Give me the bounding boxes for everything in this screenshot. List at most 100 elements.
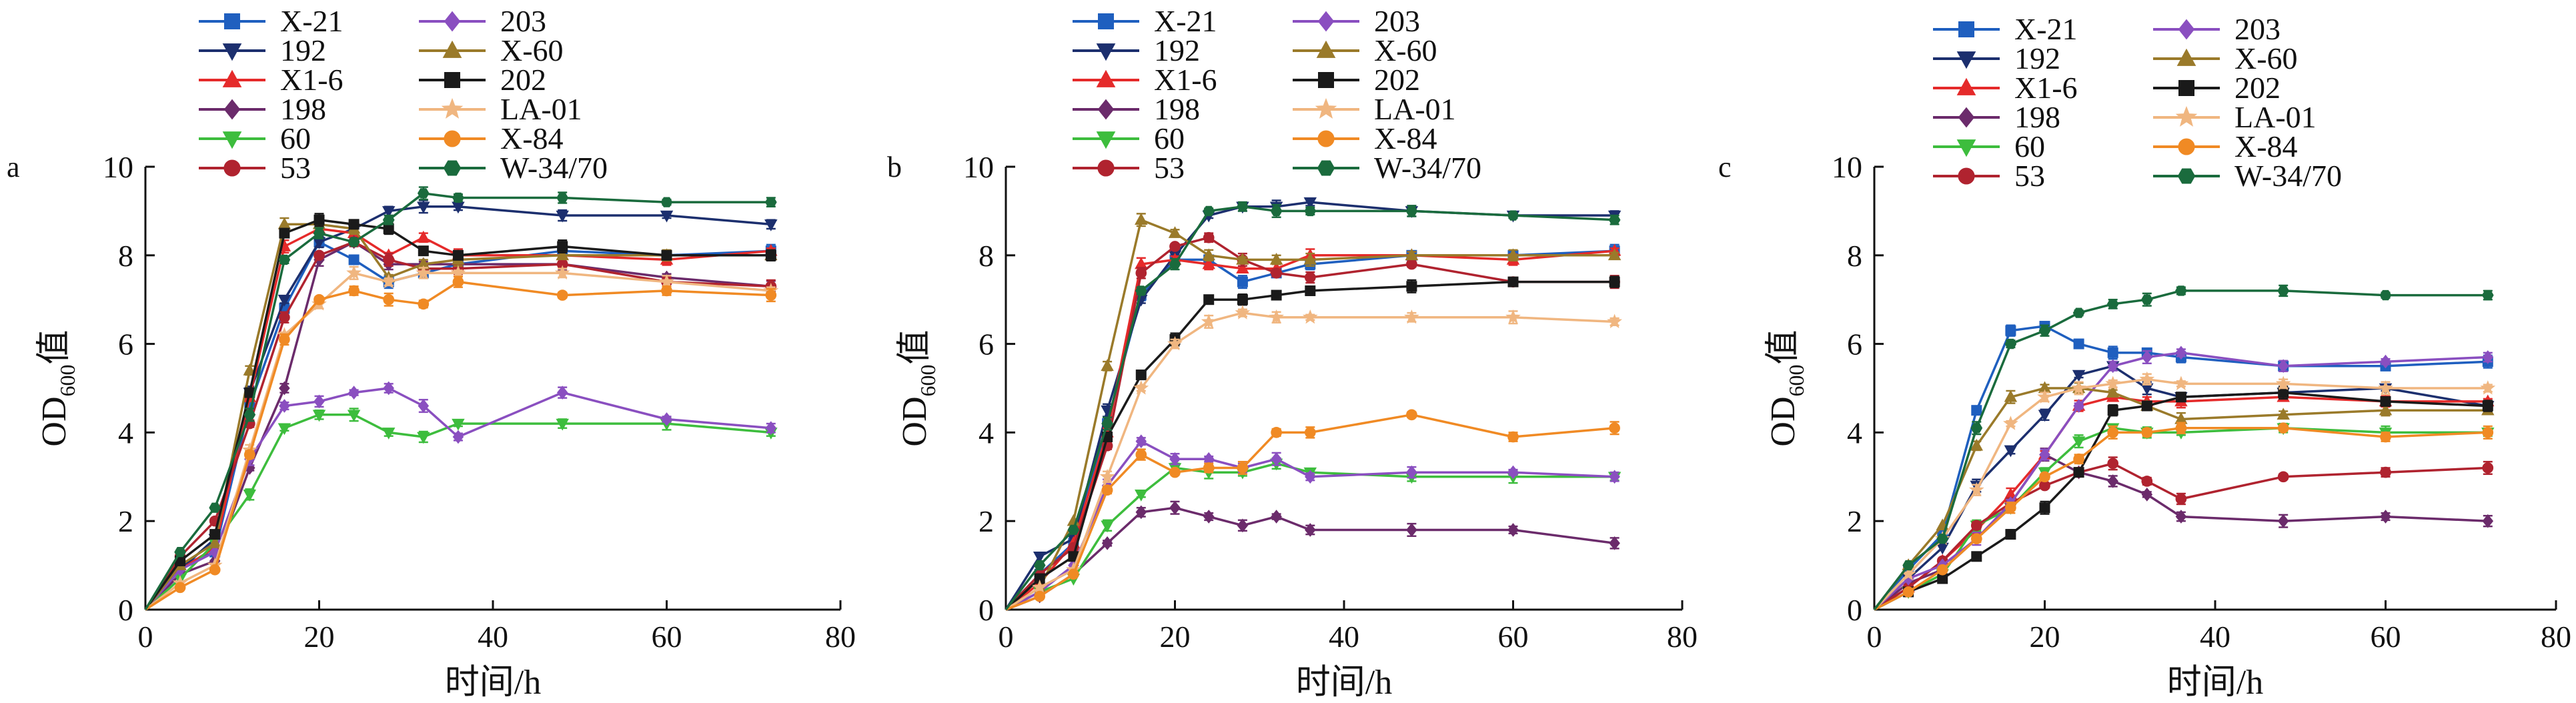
data-point: [1237, 294, 1248, 305]
data-point: [1169, 466, 1181, 478]
data-point: [2380, 510, 2391, 524]
series-line: [1873, 352, 2488, 611]
data-point: [2275, 376, 2291, 390]
data-point: [1936, 564, 1948, 576]
data-point: [1133, 380, 1149, 395]
data-point: [2175, 345, 2187, 360]
legend-label: 60: [2014, 129, 2045, 163]
data-point: [1236, 252, 1249, 265]
legend-marker: [222, 131, 242, 149]
x-tick-label: 60: [652, 620, 682, 654]
series-X-84: [1005, 409, 1620, 611]
data-point: [348, 254, 360, 265]
legend-marker: [1956, 77, 1976, 95]
legend-entry: X1-6: [199, 63, 344, 97]
data-point: [277, 423, 291, 436]
legend-marker: [2178, 138, 2195, 155]
series-line: [1873, 453, 2488, 611]
data-point: [1101, 359, 1114, 372]
legend-entry: 198: [1933, 100, 2060, 134]
x-tick-label: 80: [2541, 620, 2571, 654]
data-point: [452, 430, 464, 444]
x-tick-label: 0: [1867, 620, 1882, 654]
data-point: [2277, 422, 2289, 434]
data-point: [1135, 449, 1147, 460]
data-point: [452, 418, 465, 431]
data-point: [2141, 476, 2153, 487]
legend-marker: [1316, 40, 1336, 58]
data-point: [1607, 313, 1622, 329]
data-point: [2277, 408, 2290, 420]
legend-label: 192: [1154, 33, 1200, 67]
data-point: [2380, 396, 2391, 407]
data-point: [2072, 307, 2085, 318]
legend-entry: W-34/70: [1293, 151, 1481, 185]
data-point: [1203, 510, 1215, 524]
legend-marker: [2178, 19, 2195, 40]
legend-entry: X-84: [2153, 129, 2298, 163]
y-tick-label: 4: [1847, 416, 1862, 450]
legend-entry: X-84: [419, 121, 564, 155]
data-point: [1167, 335, 1183, 351]
data-point: [1101, 418, 1113, 429]
legend-marker: [443, 160, 462, 176]
data-point: [279, 227, 290, 239]
data-point: [556, 192, 569, 203]
data-point: [417, 432, 430, 444]
data-point: [2037, 389, 2052, 404]
series-202: [1874, 386, 2493, 611]
series-line: [1874, 462, 2488, 611]
legend-label: 202: [500, 63, 546, 97]
data-point: [1405, 248, 1419, 261]
data-point: [2277, 285, 2290, 296]
legend-marker: [1958, 21, 1974, 37]
legend-entry: 203: [419, 4, 546, 38]
data-point: [346, 265, 362, 279]
data-point: [1033, 552, 1047, 564]
panel-c: c 0 2 4 6 8 10 0 20 40 60 80 时间/h OD600值 X-21192X1-619…: [1718, 12, 2571, 702]
legend-marker: [223, 159, 241, 177]
data-point: [1135, 285, 1147, 296]
data-point: [2277, 359, 2289, 374]
x-tick-label: 40: [2200, 620, 2230, 654]
data-point: [418, 298, 430, 310]
data-point: [1406, 523, 1417, 537]
data-point: [2107, 405, 2118, 416]
legend-marker: [222, 43, 242, 61]
legend-marker: [1097, 99, 1115, 120]
data-point: [1034, 590, 1046, 602]
x-tick-label: 20: [304, 620, 335, 654]
legend-entry: 202: [2153, 71, 2281, 105]
x-axis-label: 时间/h: [445, 664, 541, 702]
data-point: [1968, 482, 1984, 497]
data-point: [1135, 505, 1147, 520]
data-point: [1304, 205, 1317, 217]
legend-entry: 53: [1933, 159, 2045, 193]
data-point: [1970, 438, 1984, 451]
data-point: [243, 410, 256, 420]
data-point: [243, 490, 257, 502]
legend-label: 203: [2234, 12, 2281, 46]
legend-entry: W-34/70: [2153, 159, 2342, 193]
legend-marker: [1956, 51, 1976, 69]
y-tick-label: 0: [118, 593, 133, 627]
legend-label: 203: [500, 4, 546, 38]
legend-entry: X-21: [1073, 4, 1217, 38]
data-point: [312, 410, 326, 422]
data-point: [1236, 261, 1249, 274]
data-point: [313, 214, 325, 225]
x-tick-label: 20: [1160, 620, 1191, 654]
legend-marker: [1317, 11, 1335, 32]
data-point: [1203, 462, 1215, 474]
data-point: [1237, 518, 1249, 533]
data-point: [1608, 215, 1621, 225]
data-point: [1270, 205, 1283, 217]
legend-label: X-84: [500, 121, 564, 155]
x-axis-label: 时间/h: [2167, 664, 2263, 702]
series-202: [1005, 275, 1620, 611]
legend-marker: [222, 69, 242, 87]
data-point: [313, 293, 325, 305]
data-point: [556, 210, 569, 223]
legend-marker: [2177, 168, 2196, 184]
data-point: [2039, 448, 2050, 462]
